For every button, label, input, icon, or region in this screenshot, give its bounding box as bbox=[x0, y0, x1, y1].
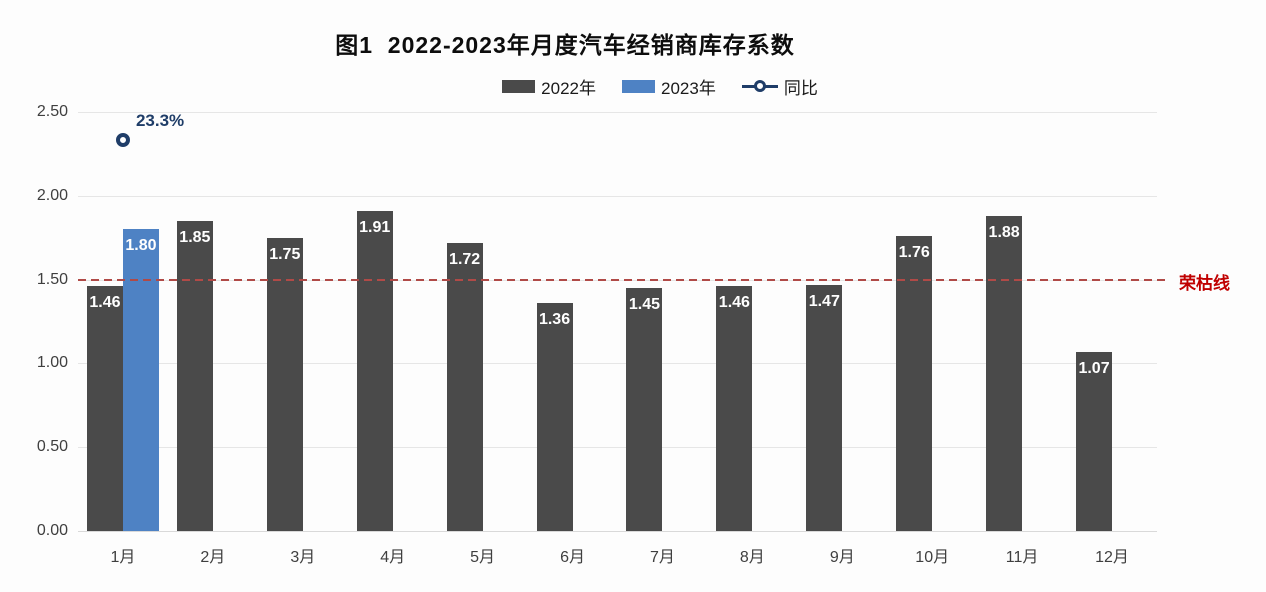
x-axis-tick-label: 12月 bbox=[1095, 549, 1129, 566]
bar-2022-4月 bbox=[356, 210, 393, 531]
x-axis-tick-label: 1月 bbox=[110, 549, 136, 566]
bar-2022-2月 bbox=[176, 220, 213, 531]
bar-2022-5月 bbox=[446, 242, 483, 531]
gridline bbox=[78, 447, 1157, 449]
bar-value-label: 1.75 bbox=[269, 245, 301, 263]
x-axis-tick-label: 8月 bbox=[739, 549, 765, 566]
x-axis-tick-label: 10月 bbox=[915, 549, 950, 566]
x-axis-tick-label: 7月 bbox=[650, 549, 675, 566]
bar-value-label: 1.47 bbox=[808, 292, 840, 310]
y-axis-tick-label: 1.50 bbox=[36, 270, 68, 288]
bar-2022-10月 bbox=[896, 236, 933, 531]
boom-bust-line-label: 荣枯线 bbox=[1179, 273, 1230, 293]
legend-label-2022: 2022年 bbox=[541, 78, 596, 98]
bar-value-label: 1.07 bbox=[1078, 359, 1110, 377]
bar-2022-9月 bbox=[806, 284, 843, 531]
chart-title: 图1 2022-2023年月度汽车经销商库存系数 bbox=[335, 32, 795, 58]
bar-value-label: 1.72 bbox=[449, 250, 481, 268]
bar-value-label: 1.46 bbox=[89, 294, 121, 312]
bar-value-label: 1.91 bbox=[359, 218, 391, 236]
bar-2022-12月 bbox=[1076, 351, 1113, 531]
bar-value-label: 1.45 bbox=[628, 295, 661, 313]
legend-label-yoy: 同比 bbox=[783, 78, 818, 98]
bar-value-label: 1.88 bbox=[988, 223, 1020, 241]
x-axis-tick-label: 2月 bbox=[200, 549, 226, 566]
bar-value-label: 1.76 bbox=[898, 244, 930, 262]
bar-2022-11月 bbox=[986, 215, 1023, 531]
legend-item-yoy: 同比 bbox=[741, 74, 818, 99]
y-axis-tick-label: 2.50 bbox=[36, 103, 68, 120]
boom-bust-reference-line bbox=[78, 278, 1167, 281]
bar-value-label: 1.80 bbox=[125, 237, 157, 255]
legend: 2022年 2023年 同比 bbox=[60, 74, 1260, 99]
bar-2022-3月 bbox=[266, 237, 303, 531]
x-axis-tick-label: 3月 bbox=[290, 549, 316, 566]
bar-2022-7月 bbox=[626, 287, 663, 531]
bar-2022-8月 bbox=[716, 286, 753, 531]
yoy-circle-icon bbox=[753, 80, 766, 92]
legend-item-2022: 2022年 bbox=[502, 74, 596, 99]
x-axis-tick-label: 9月 bbox=[829, 549, 855, 566]
x-axis-tick-label: 11月 bbox=[1005, 549, 1039, 566]
bar-2022-6月 bbox=[536, 303, 573, 531]
yoy-line-marker-icon bbox=[741, 80, 778, 92]
bar-value-label: 1.85 bbox=[179, 228, 211, 246]
gridline bbox=[78, 195, 1157, 197]
y-axis-tick-label: 2.00 bbox=[36, 186, 68, 204]
bar-2022-1月 bbox=[86, 286, 123, 531]
bar-value-label: 1.36 bbox=[538, 311, 571, 329]
gridline bbox=[78, 531, 1157, 532]
legend-item-2023: 2023年 bbox=[622, 74, 716, 99]
y-axis-tick-label: 0.50 bbox=[36, 438, 68, 456]
legend-label-2023: 2023年 bbox=[661, 78, 716, 98]
y-axis-tick-label: 0.00 bbox=[36, 522, 68, 539]
x-axis-tick-label: 6月 bbox=[560, 549, 585, 566]
x-axis-tick-label: 5月 bbox=[470, 549, 496, 566]
bar-value-label: 1.46 bbox=[718, 294, 750, 312]
gridline bbox=[78, 112, 1157, 113]
yoy-marker-icon bbox=[115, 133, 130, 148]
yoy-value-label: 23.3% bbox=[135, 111, 185, 131]
x-axis-tick-label: 4月 bbox=[380, 549, 406, 566]
bar-2023-1月 bbox=[122, 229, 159, 531]
legend-swatch-2022-icon bbox=[502, 79, 536, 93]
y-axis-tick-label: 1.00 bbox=[36, 354, 68, 372]
legend-swatch-2023-icon bbox=[622, 79, 655, 93]
gridline bbox=[78, 363, 1157, 365]
